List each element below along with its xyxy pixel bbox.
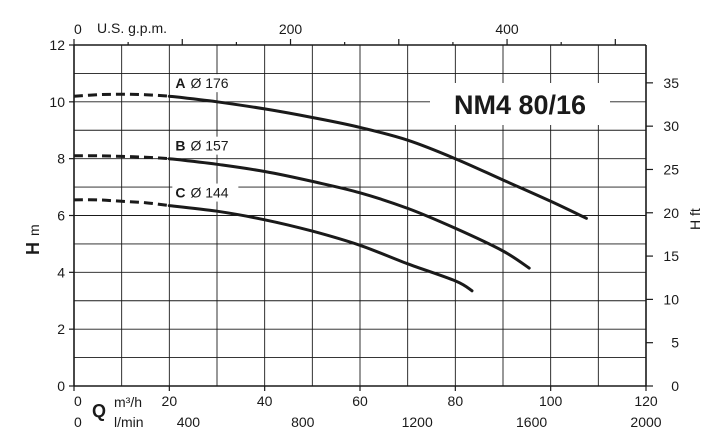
series-b-diameter: Ø 157	[190, 138, 228, 154]
y-axis-label-h: H	[23, 242, 43, 255]
series-c-dashed-segment	[73, 198, 170, 208]
series-b-dashed-segment	[73, 154, 170, 161]
lmin-tick-label: 800	[291, 414, 315, 430]
series-a-line	[167, 94, 588, 220]
y-tick-label: 4	[57, 264, 65, 280]
ft-tick-label: 20	[663, 205, 679, 221]
lmin-tick-label: 0	[74, 414, 82, 430]
x-tick-label: 20	[162, 393, 178, 409]
x-tick-label: 0	[74, 393, 82, 409]
curves	[73, 92, 588, 293]
curve-labels: A Ø 176 B Ø 157 C Ø 144	[172, 74, 239, 202]
series-b-line	[167, 157, 531, 270]
ft-tick-label: 30	[663, 118, 679, 134]
y-tick-label: 8	[57, 151, 65, 167]
series-a-name: A	[175, 75, 185, 91]
x-axis-unit-m3h: m³/h	[114, 394, 142, 410]
x-tick-label: 80	[448, 393, 464, 409]
series-b-label-bg	[172, 136, 239, 155]
series-c-diameter: Ø 144	[190, 185, 228, 201]
y-tick-label: 2	[57, 321, 65, 337]
series-c-label: C Ø 144	[175, 185, 228, 201]
lmin-tick-label: 400	[177, 414, 201, 430]
gpm-tick-label: 400	[495, 21, 519, 37]
gpm-tick-label: 0	[74, 21, 82, 37]
gpm-tick-label: 200	[279, 21, 303, 37]
series-c	[73, 198, 474, 293]
x-axis-unit-lmin: l/min	[114, 414, 144, 430]
gpm-axis-label: U.S. g.p.m.	[97, 20, 167, 36]
model-title: NM4 80/16	[454, 90, 586, 120]
x-tick-label: 120	[634, 393, 658, 409]
series-b-label: B Ø 157	[175, 138, 228, 154]
y-tick-label: 12	[49, 37, 65, 53]
ft-tick-label: 0	[671, 378, 679, 394]
ft-tick-label: 5	[671, 335, 679, 351]
x-tick-label: 60	[352, 393, 368, 409]
series-b	[73, 154, 531, 270]
ft-tick-label: 25	[663, 161, 679, 177]
lmin-tick-label: 1200	[402, 414, 433, 430]
series-b-name: B	[175, 138, 185, 154]
y-tick-label: 6	[57, 208, 65, 224]
series-a-dashed-segment	[73, 92, 170, 98]
lmin-tick-label: 1600	[516, 414, 547, 430]
secondary-y-axis-label: H ft	[687, 208, 703, 230]
model-title-box	[430, 83, 610, 125]
ft-tick-label: 35	[663, 75, 679, 91]
y-axis-title: H m	[23, 224, 43, 255]
series-a-label: A Ø 176	[175, 75, 228, 91]
x-axis-title: Q m³/h l/min	[92, 394, 144, 430]
ft-tick-label: 15	[663, 248, 679, 264]
lmin-tick-label: 2000	[630, 414, 661, 430]
x-axis-label-q: Q	[92, 401, 106, 421]
series-c-label-bg	[172, 183, 239, 202]
x-tick-label: 40	[257, 393, 273, 409]
series-c-line	[167, 204, 474, 293]
y-tick-label: 10	[49, 94, 65, 110]
series-c-name: C	[175, 185, 185, 201]
y-axis-unit: m	[26, 224, 42, 236]
series-a-diameter: Ø 176	[190, 75, 228, 91]
series-a-label-bg	[172, 74, 239, 93]
y-tick-label: 0	[57, 378, 65, 394]
x-tick-label: 100	[539, 393, 563, 409]
ft-tick-label: 10	[663, 291, 679, 307]
series-a	[73, 92, 588, 220]
